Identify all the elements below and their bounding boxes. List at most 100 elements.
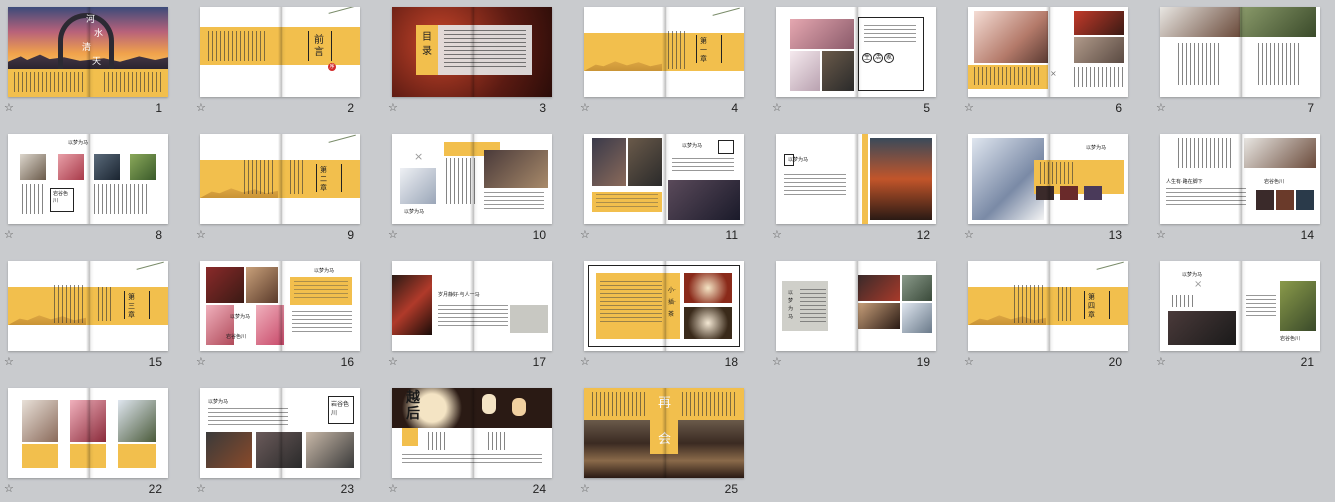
- slide-16-caption: 岩谷色川: [226, 334, 247, 340]
- slide-thumbnail-5[interactable]: 生 活 家 ☆ 5: [768, 0, 944, 120]
- star-icon: ☆: [388, 228, 398, 241]
- slide-14-caption: 岩谷色川: [1264, 179, 1285, 185]
- star-icon: ☆: [4, 355, 14, 368]
- star-icon: ☆: [196, 228, 206, 241]
- slide-thumbnail-19[interactable]: 以梦为马 ☆ 19: [768, 254, 944, 374]
- slide-thumbnail-13[interactable]: 以梦为马 ☆ 13: [960, 127, 1136, 247]
- slide-14-preview[interactable]: 人生有·路在脚下 岩谷色川: [1160, 134, 1320, 224]
- slide-thumbnail-2[interactable]: 前言 序 ☆ 2: [192, 0, 368, 120]
- slide-thumbnail-24[interactable]: 越后 ☆ 24: [384, 381, 560, 501]
- slide-4-preview[interactable]: 第一章: [584, 7, 744, 97]
- slide-thumbnail-10[interactable]: × 以梦为马 ☆ 10: [384, 127, 560, 247]
- slide-9-chapter: 第二章: [320, 166, 327, 192]
- slide-thumbnail-23[interactable]: 以梦为马 岩谷色川 ☆ 23: [192, 381, 368, 501]
- slide-number: 21: [1300, 355, 1314, 369]
- slide-thumbnail-22[interactable]: ☆ 22: [0, 381, 176, 501]
- star-icon: ☆: [4, 101, 14, 114]
- star-icon: ☆: [196, 355, 206, 368]
- slide-thumbnail-16[interactable]: 以梦为马 岩谷色川 以梦为马 ☆ 16: [192, 254, 368, 374]
- slide-25-title-char-1: 再: [658, 396, 671, 412]
- close-icon: ×: [1050, 69, 1057, 78]
- slide-2-seal: 序: [328, 63, 336, 71]
- star-icon: ☆: [1156, 228, 1166, 241]
- slide-17-heading: 岁月静好·与人一马: [438, 292, 480, 298]
- slide-number: 9: [347, 228, 354, 242]
- slide-10-heading: 以梦为马: [404, 209, 425, 215]
- slide-number: 13: [1108, 228, 1122, 242]
- star-icon: ☆: [580, 482, 590, 495]
- slide-number: 18: [724, 355, 738, 369]
- slide-5-label-3: 家: [884, 53, 894, 63]
- slide-thumbnail-1[interactable]: 河 水 清 天 ☆ 1: [0, 0, 176, 120]
- slide-23-preview[interactable]: 以梦为马 岩谷色川: [200, 388, 360, 478]
- slide-21-preview[interactable]: 以梦为马 × 岩谷色川: [1160, 261, 1320, 351]
- slide-thumbnail-12[interactable]: 以梦为马 ☆ 12: [768, 127, 944, 247]
- slide-number: 20: [1108, 355, 1122, 369]
- slide-2-preview[interactable]: 前言 序: [200, 7, 360, 97]
- star-icon: ☆: [580, 355, 590, 368]
- slide-thumbnail-15[interactable]: 第三章 ☆ 15: [0, 254, 176, 374]
- slide-10-preview[interactable]: × 以梦为马: [392, 134, 552, 224]
- slide-3-title: 目录: [422, 32, 432, 57]
- slide-number: 14: [1300, 228, 1314, 242]
- slide-thumbnail-11[interactable]: 以梦为马 ☆ 11: [576, 127, 752, 247]
- slide-20-preview[interactable]: 第四章: [968, 261, 1128, 351]
- slide-number: 8: [155, 228, 162, 242]
- slide-23-caption: 岩谷色川: [331, 401, 350, 417]
- star-icon: ☆: [580, 101, 590, 114]
- slide-thumbnail-3[interactable]: 目录 ☆ 3: [384, 0, 560, 120]
- slide-1-title-char-2: 水: [94, 29, 104, 39]
- slide-8-heading: 以梦为马: [68, 140, 89, 146]
- slide-17-preview[interactable]: 岁月静好·与人一马: [392, 261, 552, 351]
- slide-25-preview[interactable]: 再 会: [584, 388, 744, 478]
- star-icon: ☆: [4, 228, 14, 241]
- star-icon: ☆: [1156, 355, 1166, 368]
- slide-thumbnail-4[interactable]: 第一章 ☆ 4: [576, 0, 752, 120]
- slide-18-title: 小·插·茶: [668, 287, 676, 318]
- slide-6-preview[interactable]: ×: [968, 7, 1128, 97]
- slide-22-preview[interactable]: [8, 388, 168, 478]
- star-icon: ☆: [964, 355, 974, 368]
- slide-19-preview[interactable]: 以梦为马: [776, 261, 936, 351]
- slide-thumbnail-17[interactable]: 岁月静好·与人一马 ☆ 17: [384, 254, 560, 374]
- slide-5-preview[interactable]: 生 活 家: [776, 7, 936, 97]
- slide-8-preview[interactable]: 以梦为马 岩谷色川: [8, 134, 168, 224]
- slide-number: 2: [347, 101, 354, 115]
- star-icon: ☆: [580, 228, 590, 241]
- slide-number: 15: [148, 355, 162, 369]
- slide-thumbnail-14[interactable]: 人生有·路在脚下 岩谷色川 ☆ 14: [1152, 127, 1328, 247]
- slide-thumbnail-9[interactable]: 第二章 ☆ 9: [192, 127, 368, 247]
- slide-1-preview[interactable]: 河 水 清 天: [8, 7, 168, 97]
- slide-3-preview[interactable]: 目录: [392, 7, 552, 97]
- slide-18-preview[interactable]: 小·插·茶: [584, 261, 744, 351]
- slide-12-preview[interactable]: 以梦为马: [776, 134, 936, 224]
- slide-1-title-char-1: 河: [86, 15, 96, 25]
- slide-number: 3: [539, 101, 546, 115]
- slide-19-heading: 以梦为马: [788, 290, 794, 320]
- slide-11-preview[interactable]: 以梦为马: [584, 134, 744, 224]
- slide-11-heading: 以梦为马: [682, 143, 703, 149]
- slide-thumbnail-25[interactable]: 再 会 ☆ 25: [576, 381, 752, 501]
- slide-number: 24: [532, 482, 546, 496]
- slide-number: 6: [1115, 101, 1122, 115]
- slide-7-preview[interactable]: [1160, 7, 1320, 97]
- slide-thumbnail-7[interactable]: ☆ 7: [1152, 0, 1328, 120]
- slide-1-title-char-4: 天: [92, 57, 102, 67]
- slide-thumbnail-20[interactable]: 第四章 ☆ 20: [960, 254, 1136, 374]
- slide-thumbnail-21[interactable]: 以梦为马 × 岩谷色川 ☆ 21: [1152, 254, 1328, 374]
- star-icon: ☆: [964, 228, 974, 241]
- slide-13-preview[interactable]: 以梦为马: [968, 134, 1128, 224]
- slide-number: 1: [155, 101, 162, 115]
- slide-9-preview[interactable]: 第二章: [200, 134, 360, 224]
- slide-thumbnail-8[interactable]: 以梦为马 岩谷色川 ☆ 8: [0, 127, 176, 247]
- slide-24-preview[interactable]: 越后: [392, 388, 552, 478]
- slide-thumbnail-6[interactable]: × ☆ 6: [960, 0, 1136, 120]
- slide-5-label-2: 活: [873, 53, 883, 63]
- slide-number: 11: [725, 228, 738, 242]
- slide-15-preview[interactable]: 第三章: [8, 261, 168, 351]
- slide-21-caption: 岩谷色川: [1280, 336, 1301, 342]
- slide-16-preview[interactable]: 以梦为马 岩谷色川 以梦为马: [200, 261, 360, 351]
- star-icon: ☆: [964, 101, 974, 114]
- slide-thumbnail-18[interactable]: 小·插·茶 ☆ 18: [576, 254, 752, 374]
